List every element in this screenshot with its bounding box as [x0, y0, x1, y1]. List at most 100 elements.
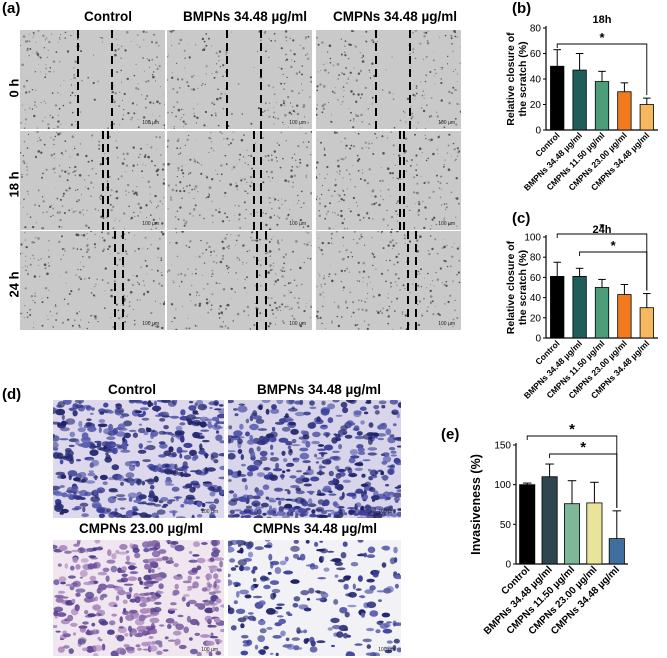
y-tick-label: 0	[505, 560, 511, 571]
y-tick-label: 0	[535, 334, 541, 345]
bar	[594, 287, 610, 339]
micrograph-image	[228, 540, 401, 656]
error-bar	[598, 278, 606, 288]
error-bar	[643, 97, 651, 105]
transwell-micrograph-bmpns: 100 µm	[228, 400, 401, 518]
scratch-micrograph-0h-bmpns: 100 µm	[167, 30, 312, 129]
y-tick-label: 100	[494, 480, 511, 491]
bar	[541, 476, 558, 565]
error-bar	[553, 261, 561, 277]
micrograph-image	[167, 231, 312, 330]
chart-title: 24h	[593, 224, 612, 236]
scratch-micrograph-18h-cmpns: 100 µm	[316, 131, 461, 230]
y-tick-label: 0	[535, 126, 541, 137]
chart-c-24h: 24h Relative closure ofthe scratch (%) 0 20…	[506, 224, 658, 401]
significance-bracket	[579, 251, 648, 291]
y-tick-label: 60	[530, 273, 542, 284]
significance-bracket	[556, 43, 648, 96]
significance-star: *	[611, 238, 617, 253]
error-bar	[598, 70, 606, 82]
bar	[572, 275, 587, 339]
y-tick-label: 50	[500, 520, 512, 531]
transwell-micrograph-cmpns-23: 100 µm	[53, 540, 224, 656]
bar	[639, 307, 654, 339]
scale-bar-label: 100 µm	[142, 321, 159, 327]
micrograph-image	[20, 30, 165, 129]
scale-bar-label: 100 µm	[378, 647, 395, 653]
scratch-micrograph-24h-control: 100 µm	[20, 231, 165, 330]
bar	[617, 294, 632, 339]
micrograph-image	[167, 131, 312, 230]
scratch-micrograph-24h-cmpns: 100 µm	[316, 231, 461, 330]
bar	[608, 538, 625, 565]
y-tick-label: 80	[530, 253, 542, 264]
micrograph-image	[53, 400, 224, 518]
scratch-micrograph-18h-control: 100 µm	[20, 131, 165, 230]
error-bar	[553, 49, 561, 67]
scale-bar-label: 100 µm	[289, 221, 306, 227]
panel-a-col-title-bmpns: BMPNs 34.48 µg/ml	[182, 9, 308, 24]
scale-bar-label: 100 µm	[142, 221, 159, 227]
chart-b-18h: 18h Relative closure ofthe scratch (%) 0 20…	[506, 14, 658, 193]
scale-bar-label: 100 µm	[378, 509, 395, 515]
panel-d-title-cmpns-23: CMPNs 23.00 µg/ml	[78, 521, 204, 536]
panel-a-label: (a)	[2, 0, 21, 17]
panel-b-label: (b)	[512, 0, 532, 17]
y-tick-label: 80	[530, 24, 542, 35]
chart-title: 18h	[593, 14, 612, 26]
bar	[639, 104, 654, 131]
scale-bar-label: 100 µm	[142, 120, 159, 126]
micrograph-image	[228, 400, 401, 518]
micrograph-image	[316, 231, 461, 330]
scratch-micrograph-24h-bmpns: 100 µm	[167, 231, 312, 330]
bar	[519, 484, 536, 565]
scale-bar-label: 100 µm	[289, 120, 306, 126]
y-tick-label: 20	[530, 100, 542, 111]
y-tick-label: 150	[494, 441, 511, 452]
error-bar	[575, 267, 584, 277]
panel-d-label: (d)	[2, 386, 22, 403]
bar	[586, 502, 603, 565]
micrograph-image	[316, 131, 461, 230]
scale-bar-label: 100 µm	[438, 221, 455, 227]
significance-star: *	[599, 224, 605, 235]
significance-star: *	[599, 30, 605, 45]
panel-d-title-control: Control	[108, 382, 156, 397]
error-bar	[567, 480, 577, 504]
panel-c-label: (c)	[512, 210, 531, 227]
scratch-micrograph-18h-bmpns: 100 µm	[167, 131, 312, 230]
panel-a-col-title-cmpns: CMPNs 34.48 µg/ml	[332, 9, 458, 24]
error-bar	[643, 293, 651, 308]
y-axis-label: Relative closure ofthe scratch (%)	[506, 240, 529, 334]
scale-bar-label: 100 µm	[438, 321, 455, 327]
y-tick-label: 60	[530, 49, 542, 60]
error-bar	[620, 82, 629, 92]
transwell-micrograph-control: 100 µm	[53, 400, 224, 518]
bar	[550, 65, 565, 131]
scale-bar-label: 100 µm	[201, 647, 218, 653]
bar	[572, 69, 587, 131]
error-bar	[522, 482, 532, 485]
error-bar	[590, 481, 599, 503]
panel-d-title-bmpns: BMPNs 34.48 µg/ml	[256, 382, 382, 397]
scale-bar-label: 100 µm	[438, 120, 455, 126]
y-tick-label: 40	[530, 293, 542, 304]
micrograph-image	[20, 131, 165, 230]
panel-d-title-cmpns-34: CMPNs 34.48 µg/ml	[252, 521, 378, 536]
panel-a-col-title-control: Control	[84, 9, 132, 24]
micrograph-image	[53, 540, 224, 656]
bar	[594, 81, 610, 131]
micrograph-image	[316, 30, 461, 129]
scratch-micrograph-0h-cmpns: 100 µm	[316, 30, 461, 129]
error-bar	[612, 510, 622, 539]
y-tick-label: 40	[530, 75, 542, 86]
scratch-micrograph-0h-control: 100 µm	[20, 30, 165, 129]
bar	[563, 503, 581, 565]
micrograph-image	[20, 231, 165, 330]
scale-bar-label: 100 µm	[289, 321, 306, 327]
bar	[550, 275, 565, 339]
significance-bracket	[549, 453, 618, 508]
micrograph-image	[167, 30, 312, 129]
y-axis-label: Relative closure ofthe scratch (%)	[506, 32, 529, 126]
